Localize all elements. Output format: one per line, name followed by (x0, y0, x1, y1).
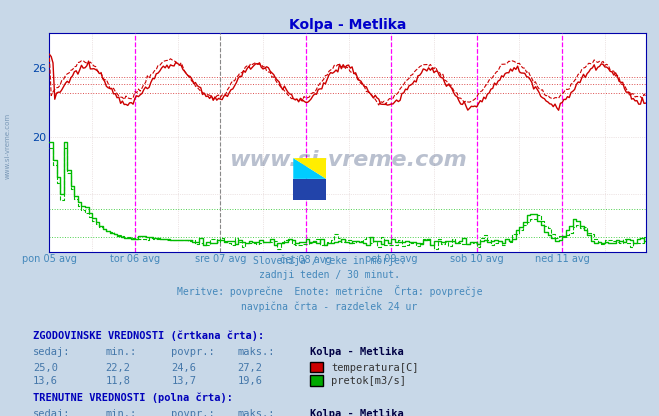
Text: maks.:: maks.: (237, 409, 275, 416)
Text: www.si-vreme.com: www.si-vreme.com (229, 150, 467, 170)
Text: Kolpa - Metlika: Kolpa - Metlika (310, 347, 403, 357)
Text: min.:: min.: (105, 347, 136, 357)
Text: temperatura[C]: temperatura[C] (331, 363, 419, 373)
Text: 13,7: 13,7 (171, 376, 196, 386)
Text: 24,6: 24,6 (171, 363, 196, 373)
Text: 22,2: 22,2 (105, 363, 130, 373)
Text: pretok[m3/s]: pretok[m3/s] (331, 376, 407, 386)
Polygon shape (293, 158, 326, 179)
Text: 19,6: 19,6 (237, 376, 262, 386)
Text: sedaj:: sedaj: (33, 347, 71, 357)
Text: povpr.:: povpr.: (171, 409, 215, 416)
Text: sedaj:: sedaj: (33, 409, 71, 416)
Text: maks.:: maks.: (237, 347, 275, 357)
Text: min.:: min.: (105, 409, 136, 416)
Text: ZGODOVINSKE VREDNOSTI (črtkana črta):: ZGODOVINSKE VREDNOSTI (črtkana črta): (33, 331, 264, 341)
Text: 13,6: 13,6 (33, 376, 58, 386)
Title: Kolpa - Metlika: Kolpa - Metlika (289, 18, 407, 32)
Text: povpr.:: povpr.: (171, 347, 215, 357)
Text: 27,2: 27,2 (237, 363, 262, 373)
Text: Slovenija / reke in morje.
zadnji teden / 30 minut.
Meritve: povprečne  Enote: m: Slovenija / reke in morje. zadnji teden … (177, 256, 482, 312)
Text: TRENUTNE VREDNOSTI (polna črta):: TRENUTNE VREDNOSTI (polna črta): (33, 393, 233, 403)
Text: 11,8: 11,8 (105, 376, 130, 386)
Text: Kolpa - Metlika: Kolpa - Metlika (310, 409, 403, 416)
Text: www.si-vreme.com: www.si-vreme.com (5, 113, 11, 178)
Text: 25,0: 25,0 (33, 363, 58, 373)
Polygon shape (293, 158, 326, 179)
Bar (293, 179, 326, 200)
